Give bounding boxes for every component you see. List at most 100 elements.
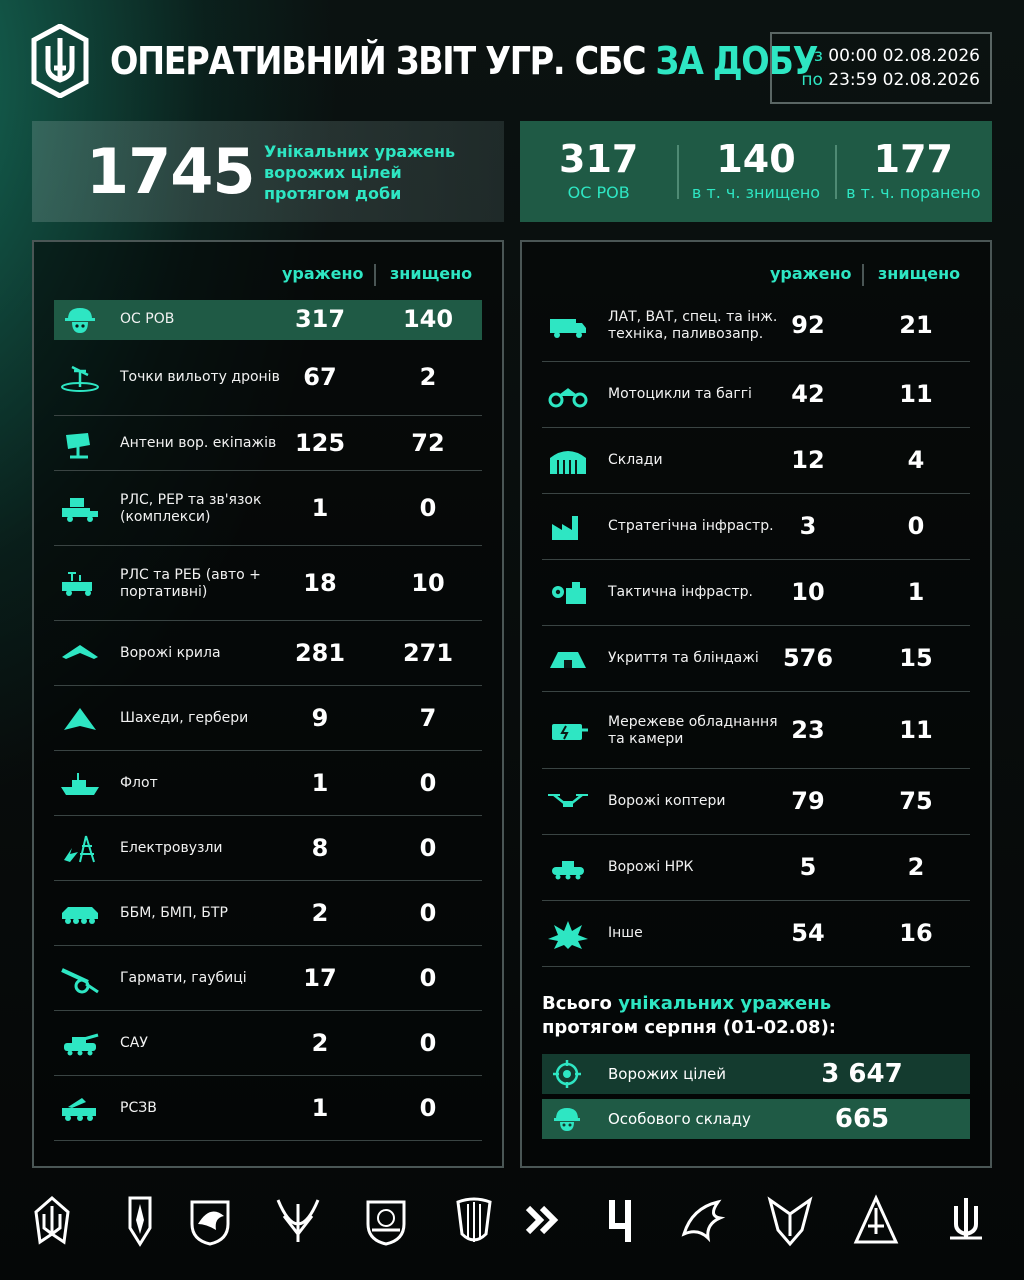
- row-hit-value: 17: [303, 963, 337, 992]
- wounded-value: 177: [873, 137, 953, 181]
- trident-wings-emblem-icon: [34, 1196, 70, 1245]
- table-row: Склади 12 4: [542, 428, 970, 494]
- row-label: ББМ, БМП, БТР: [120, 904, 228, 921]
- month-enemy-targets-label: Ворожих цілей: [608, 1065, 727, 1083]
- unique-hits-box: 1745 Унікальних уражень ворожих цілей пр…: [32, 121, 504, 222]
- power-node-icon: [64, 835, 95, 862]
- title-main: ОПЕРАТИВНИЙ ЗВІТ УГР. СБС: [110, 39, 656, 83]
- row-destroyed-value: 21: [899, 311, 933, 339]
- eagle-head-emblem-icon: [681, 1199, 726, 1243]
- row-hit-value: 3: [799, 512, 817, 540]
- destroyed-label: в т. ч. знищено: [691, 183, 821, 202]
- os-rov-label: ОС РОВ: [567, 183, 630, 202]
- row-hit-value: 23: [791, 715, 825, 744]
- factory-icon: [552, 516, 578, 540]
- destroyed-value: 140: [716, 137, 796, 181]
- wounded-cell: 177 в т. ч. поранено: [834, 121, 992, 222]
- row-label: Мотоцикли та баггі: [608, 386, 752, 402]
- row-label: Гармати, гаубиці: [120, 969, 247, 986]
- row-hit-value: 18: [303, 568, 337, 597]
- row-hit-value: 125: [294, 428, 346, 457]
- eagle-shield-emblem-icon: [190, 1200, 230, 1246]
- radar-truck-icon: [62, 497, 98, 522]
- row-destroyed-value: 140: [402, 305, 454, 333]
- row-label: ЛАТ, ВАТ, спец. та інж. техніка, паливоз…: [608, 309, 778, 342]
- trident-star-emblem-icon: [950, 1198, 982, 1240]
- row-destroyed-value: 2: [419, 363, 437, 391]
- month-personnel-value: 665: [834, 1104, 890, 1134]
- row-hit-value: 92: [791, 311, 825, 339]
- drone-launch-point-icon: [61, 365, 99, 392]
- column-hit-header: уражено: [770, 264, 852, 283]
- row-destroyed-value: 0: [419, 963, 437, 992]
- os-rov-value: 317: [559, 137, 639, 181]
- explosion-icon: [548, 921, 588, 949]
- month-summary-title: Всього унікальних уражень протягом серпн…: [542, 993, 836, 1038]
- ship-icon: [61, 772, 99, 795]
- row-label: Стратегічна інфрастр.: [608, 518, 774, 534]
- row-label: Ворожі НРК: [608, 859, 694, 875]
- soldier-helmet-icon: [554, 1108, 580, 1131]
- wounded-label: в т. ч. поранено: [846, 183, 981, 202]
- truck-icon: [550, 319, 586, 338]
- row-destroyed-value: 0: [419, 833, 437, 862]
- row-label: Мережеве обладнання та камери: [608, 713, 778, 747]
- row-hit-value: 8: [311, 833, 329, 862]
- wing-icon: [62, 644, 98, 659]
- row-hit-value: 42: [791, 380, 825, 408]
- row-hit-value: 10: [791, 578, 825, 606]
- row-destroyed-value: 0: [907, 512, 925, 540]
- column-separator: [862, 264, 864, 286]
- warehouse-icon: [550, 451, 586, 474]
- table-row: ББМ, БМП, БТР 2 0: [54, 881, 482, 946]
- table-row: ОС РОВ 317 140: [54, 300, 482, 340]
- left-targets-panel: уражено знищено ОС РОВ 317 140 Точки вильот…: [32, 240, 504, 1168]
- sword-shield-emblem-icon: [128, 1196, 152, 1247]
- row-label: Інше: [608, 925, 643, 941]
- row-hit-value: 1: [311, 1093, 329, 1122]
- row-label: Тактична інфрастр.: [608, 584, 753, 600]
- table-row: Стратегічна інфрастр. 3 0: [542, 494, 970, 560]
- row-destroyed-value: 75: [899, 787, 933, 815]
- ground-robot-icon: [552, 861, 584, 880]
- table-row: САУ 2 0: [54, 1011, 482, 1076]
- quadcopter-icon: [548, 794, 588, 807]
- target-icon: [553, 1060, 581, 1088]
- row-label: Шахеди, гербери: [120, 709, 249, 726]
- title-accent: ЗА ДОБУ: [655, 39, 819, 83]
- mlrs-icon: [62, 1097, 96, 1121]
- row-hit-value: 2: [311, 898, 329, 927]
- row-destroyed-value: 1: [907, 578, 925, 606]
- row-label: Електровузли: [120, 839, 223, 856]
- row-hit-value: 1: [311, 493, 329, 522]
- row-destroyed-value: 2: [907, 853, 925, 881]
- table-row: Точки вильоту дронів 67 2: [54, 340, 482, 416]
- table-row: Інше 54 16: [542, 901, 970, 967]
- row-hit-value: 1: [311, 768, 329, 797]
- row-destroyed-value: 0: [419, 1093, 437, 1122]
- table-row: ЛАТ, ВАТ, спец. та інж. техніка, паливоз…: [542, 290, 970, 362]
- ew-vehicle-icon: [62, 571, 92, 596]
- row-label: Флот: [120, 774, 158, 791]
- network-device-icon: [552, 723, 588, 740]
- row-hit-value: 281: [294, 638, 346, 667]
- row-hit-value: 5: [799, 853, 817, 881]
- column-hit-header: уражено: [282, 264, 364, 283]
- row-hit-value: 67: [303, 363, 337, 391]
- stylized-letter-emblem-icon: [609, 1200, 631, 1242]
- table-row: Шахеди, гербери 9 7: [54, 686, 482, 751]
- row-hit-value: 54: [791, 919, 825, 947]
- row-destroyed-value: 11: [899, 715, 933, 744]
- bunker-icon: [550, 652, 586, 668]
- ornament-shield-emblem-icon: [366, 1200, 406, 1246]
- row-label: Ворожі крила: [120, 644, 221, 661]
- row-destroyed-value: 4: [907, 446, 925, 474]
- eagle-wings-emblem-icon: [276, 1199, 320, 1242]
- row-destroyed-value: 10: [411, 568, 445, 597]
- gear-building-icon: [552, 582, 586, 604]
- row-label: РЛС, РЕР та зв'язок (комплекси): [120, 491, 262, 525]
- antenna-icon: [66, 432, 90, 458]
- bird-shield-emblem-icon: [767, 1196, 813, 1247]
- spg-icon: [64, 1033, 99, 1055]
